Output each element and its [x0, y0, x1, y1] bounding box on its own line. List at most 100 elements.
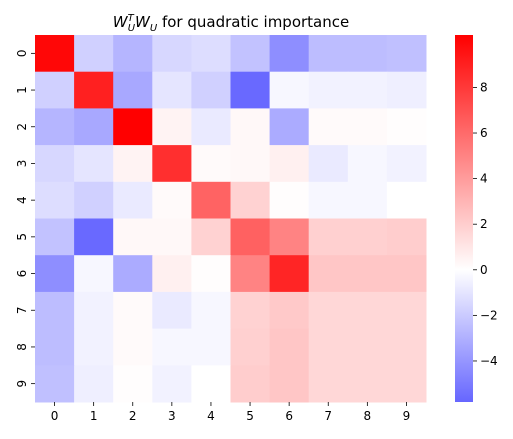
- heatmap-cell-0-1: [74, 35, 114, 73]
- heatmap-cell-7-9: [386, 291, 427, 330]
- heatmap-cell-2-1: [74, 108, 114, 146]
- heatmap-cell-9-3: [152, 365, 192, 403]
- x-tick-label: 8: [364, 409, 372, 423]
- heatmap-cell-3-1: [74, 145, 114, 183]
- heatmap-cell-5-5: [230, 218, 271, 256]
- heatmap-cell-8-6: [269, 328, 310, 366]
- heatmap-cell-5-1: [74, 218, 114, 256]
- heatmap-cell-0-7: [308, 35, 349, 73]
- heatmap-cell-7-2: [113, 291, 153, 330]
- heatmap-cell-2-4: [191, 108, 231, 146]
- heatmap-cell-4-3: [152, 181, 192, 219]
- heatmap-cell-7-3: [152, 291, 192, 330]
- heatmap-cell-3-9: [386, 145, 427, 183]
- heatmap-cell-0-4: [191, 35, 231, 73]
- heatmap-cell-6-9: [386, 255, 427, 293]
- heatmap-cell-1-9: [386, 71, 427, 109]
- x-tick-label: 9: [403, 409, 411, 423]
- heatmap-cell-9-9: [386, 365, 427, 403]
- heatmap-cell-9-0: [35, 365, 75, 403]
- heatmap-cell-1-3: [152, 71, 192, 109]
- heatmap-cell-5-7: [308, 218, 349, 256]
- heatmap-cell-9-4: [191, 365, 231, 403]
- title-rest: for quadratic importance: [157, 13, 349, 31]
- y-tick-label: 8: [15, 343, 29, 351]
- heatmap-cell-2-6: [269, 108, 310, 146]
- heatmap-cell-5-2: [113, 218, 153, 256]
- heatmap-cell-0-6: [269, 35, 310, 73]
- heatmap-cell-7-7: [308, 291, 349, 330]
- x-tick-label: 6: [285, 409, 293, 423]
- heatmap-cell-8-0: [35, 328, 75, 366]
- heatmap-cell-4-7: [308, 181, 349, 219]
- heatmap-cell-2-5: [230, 108, 271, 146]
- heatmap-cell-6-2: [113, 255, 153, 293]
- heatmap-cell-9-7: [308, 365, 349, 403]
- heatmap-cell-3-6: [269, 145, 310, 183]
- y-tick-label: 6: [15, 270, 29, 278]
- heatmap-cell-3-4: [191, 145, 231, 183]
- heatmap-cell-6-4: [191, 255, 231, 293]
- heatmap-cell-4-4: [191, 181, 231, 219]
- y-axis-ticks: 0 1 2 3 4 5 6 7 8 9: [15, 50, 35, 388]
- x-tick-label: 5: [246, 409, 254, 423]
- y-tick-label: 9: [15, 380, 29, 388]
- y-tick-label: 5: [15, 233, 29, 241]
- heatmap-cell-8-3: [152, 328, 192, 366]
- heatmap-cell-3-2: [113, 145, 153, 183]
- heatmap-cell-4-2: [113, 181, 153, 219]
- heatmap-cell-6-3: [152, 255, 192, 293]
- heatmap-cells: [35, 35, 427, 403]
- y-tick-label: 4: [15, 196, 29, 204]
- heatmap-cell-8-2: [113, 328, 153, 366]
- colorbar-tick-label: −2: [480, 308, 498, 322]
- heatmap-cell-7-1: [74, 291, 114, 330]
- heatmap-cell-2-8: [347, 108, 388, 146]
- heatmap-cell-6-1: [74, 255, 114, 293]
- heatmap-cell-0-3: [152, 35, 192, 73]
- heatmap-cell-6-7: [308, 255, 349, 293]
- x-tick-label: 3: [168, 409, 176, 423]
- heatmap-cell-0-9: [386, 35, 427, 73]
- colorbar-tick-label: 2: [480, 217, 488, 231]
- heatmap-cell-8-5: [230, 328, 271, 366]
- heatmap-cell-4-8: [347, 181, 388, 219]
- title-sup: T: [128, 13, 135, 24]
- heatmap-cell-8-9: [386, 328, 427, 366]
- title-w1: W: [113, 13, 129, 31]
- x-tick-label: 1: [90, 409, 98, 423]
- colorbar-ticks: 8 6 4 2 0 −2 −4: [473, 80, 498, 368]
- x-tick-label: 0: [51, 409, 59, 423]
- heatmap-cell-5-4: [191, 218, 231, 256]
- x-tick-label: 7: [324, 409, 332, 423]
- y-tick-label: 1: [15, 86, 29, 94]
- heatmap-cell-0-8: [347, 35, 388, 73]
- heatmap-cell-7-0: [35, 291, 75, 330]
- heatmap-cell-1-6: [269, 71, 310, 109]
- heatmap-cell-2-0: [35, 108, 75, 146]
- heatmap-cell-1-4: [191, 71, 231, 109]
- title-w2: W: [135, 13, 151, 31]
- heatmap-cell-7-4: [191, 291, 231, 330]
- heatmap-cell-8-7: [308, 328, 349, 366]
- colorbar-tick-label: 0: [480, 263, 488, 277]
- x-tick-label: 2: [129, 409, 137, 423]
- heatmap-cell-8-1: [74, 328, 114, 366]
- title-sub: U: [128, 23, 136, 34]
- heatmap-cell-2-7: [308, 108, 349, 146]
- colorbar-tick-label: 8: [480, 80, 488, 94]
- heatmap-cell-7-8: [347, 291, 388, 330]
- heatmap-cell-4-9: [386, 181, 427, 219]
- x-tick-label: 4: [207, 409, 215, 423]
- heatmap-cell-9-8: [347, 365, 388, 403]
- heatmap-cell-3-7: [308, 145, 349, 183]
- heatmap-cell-2-9: [386, 108, 427, 146]
- heatmap-cell-6-0: [35, 255, 75, 293]
- heatmap-cell-1-7: [308, 71, 349, 109]
- heatmap-cell-1-5: [230, 71, 271, 109]
- heatmap-cell-9-6: [269, 365, 310, 403]
- heatmap-cell-8-4: [191, 328, 231, 366]
- colorbar-tick-label: 4: [480, 172, 488, 186]
- heatmap-cell-3-5: [230, 145, 271, 183]
